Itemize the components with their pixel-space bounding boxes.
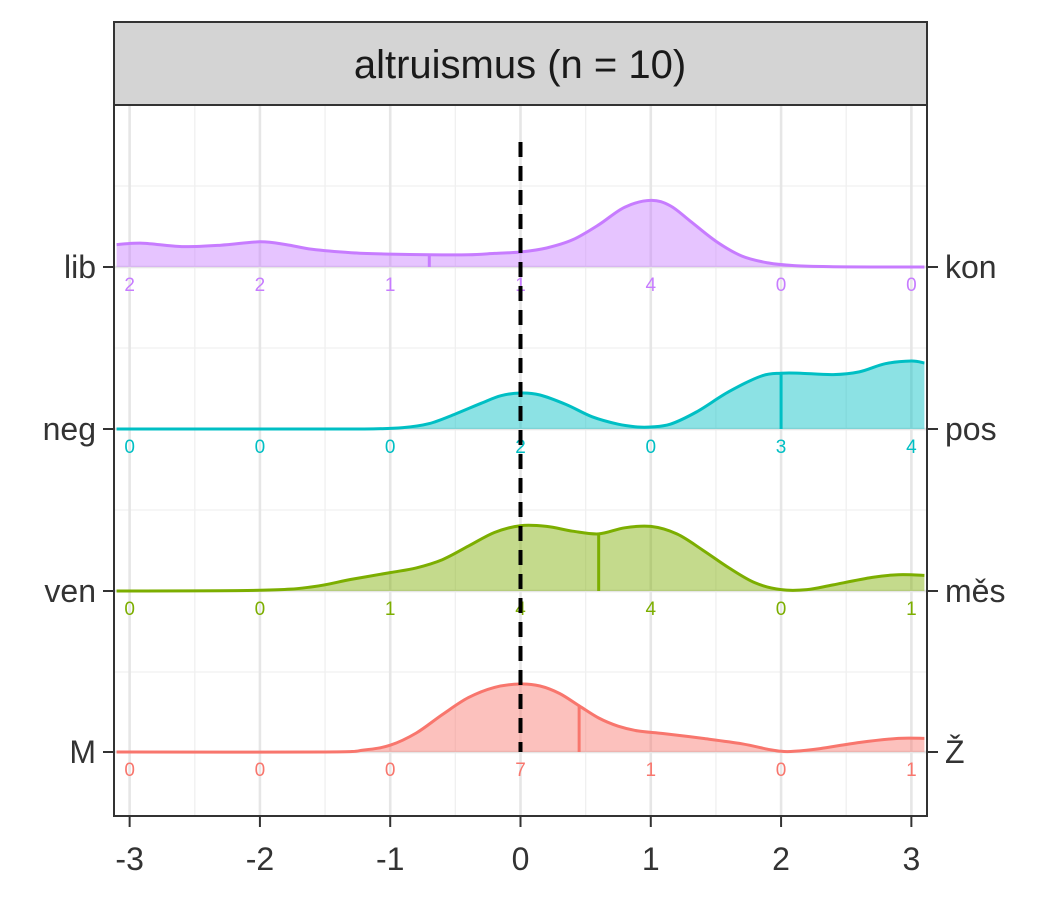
x-tick-label: -3 — [115, 841, 143, 877]
count-label: 0 — [255, 437, 266, 458]
count-label: 0 — [776, 599, 787, 620]
count-label: 0 — [124, 760, 135, 781]
chart-title: altruismus (n = 10) — [354, 43, 686, 87]
count-label: 0 — [255, 760, 266, 781]
x-tick-label: 3 — [902, 841, 920, 877]
y-tick-label-right: kon — [945, 249, 997, 285]
count-label: 1 — [515, 275, 526, 296]
count-label: 0 — [124, 437, 135, 458]
count-label: 0 — [776, 760, 787, 781]
count-label: 2 — [255, 275, 266, 296]
y-tick-label-left: lib — [64, 249, 96, 285]
density-line — [116, 682, 925, 754]
count-label: 2 — [515, 437, 526, 458]
count-label: 0 — [255, 599, 266, 620]
count-label: 0 — [645, 437, 656, 458]
count-label: 3 — [776, 437, 787, 458]
count-label: 2 — [124, 275, 135, 296]
x-tick-label: 2 — [772, 841, 790, 877]
density-line — [116, 198, 925, 269]
x-tick-label: 0 — [512, 841, 530, 877]
count-label: 1 — [645, 760, 656, 781]
y-tick-label-left: neg — [43, 411, 96, 447]
y-tick-label-right: Ž — [945, 734, 965, 770]
count-label: 4 — [906, 437, 917, 458]
count-label: 0 — [124, 599, 135, 620]
count-label: 7 — [515, 760, 526, 781]
y-tick-label-left: M — [69, 734, 96, 770]
strip-background — [113, 21, 928, 106]
count-label: 1 — [385, 599, 396, 620]
count-label: 0 — [385, 437, 396, 458]
count-label: 1 — [906, 760, 917, 781]
y-tick-label-right: měs — [945, 573, 1005, 609]
x-tick-label: 1 — [642, 841, 660, 877]
count-label: 0 — [906, 275, 917, 296]
x-tick-label: -1 — [376, 841, 404, 877]
y-tick-label-right: pos — [945, 411, 997, 447]
count-label: 1 — [385, 275, 396, 296]
y-tick-label-left: ven — [44, 573, 96, 609]
density-line — [116, 359, 925, 431]
density-line — [116, 523, 925, 593]
count-label: 0 — [385, 760, 396, 781]
count-label: 1 — [906, 599, 917, 620]
count-label: 4 — [645, 599, 656, 620]
count-label: 0 — [776, 275, 787, 296]
count-label: 4 — [645, 275, 656, 296]
x-tick-label: -2 — [246, 841, 274, 877]
axes: -3 -2 -1 0 1 2 3 lib kon neg pos ven měs M Ž — [43, 249, 1006, 877]
